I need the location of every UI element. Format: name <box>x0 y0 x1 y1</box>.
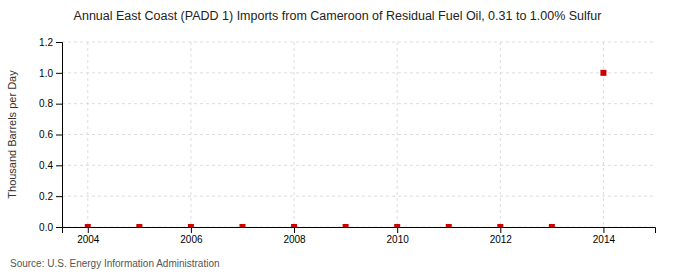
x-tick-label: 2012 <box>490 234 513 245</box>
x-tick-mark <box>397 227 398 233</box>
x-tick-label: 2006 <box>180 234 203 245</box>
grid-line <box>603 42 604 227</box>
y-tick-label: 1.2 <box>39 37 53 48</box>
x-tick-label: 2004 <box>77 234 100 245</box>
x-tick: 2006 <box>180 227 203 245</box>
y-tick-mark <box>56 165 62 166</box>
point <box>343 224 349 227</box>
grid <box>62 42 655 227</box>
source: Source: U.S. Energy Information Administ… <box>10 258 220 269</box>
y-tick-label: 0.6 <box>39 129 53 140</box>
x-tick-label: 2014 <box>593 234 616 245</box>
y-tick-label: 0.4 <box>39 160 53 171</box>
x-tick-mark <box>603 227 604 233</box>
y-tick: 0.4 <box>39 160 62 171</box>
grid-line <box>87 42 88 227</box>
x-tick: 2004 <box>77 227 100 245</box>
points <box>85 70 607 227</box>
grid-line <box>62 72 655 73</box>
x-tick: 2008 <box>283 227 306 245</box>
x-tick: 2012 <box>490 227 513 245</box>
x-tick-label: 2008 <box>283 234 306 245</box>
grid-line <box>190 42 191 227</box>
y-tick-mark <box>56 227 62 228</box>
y-tick: 0.0 <box>39 222 62 233</box>
grid-line <box>62 42 655 43</box>
grid-line <box>62 165 655 166</box>
y-tick: 0.6 <box>39 129 62 140</box>
point <box>549 224 555 227</box>
grid-line <box>62 196 655 197</box>
y-tick-mark <box>56 73 62 74</box>
y-tick-mark <box>56 135 62 136</box>
y-tick-mark <box>56 42 62 43</box>
grid-line <box>397 42 398 227</box>
x-tick-mark <box>191 227 192 233</box>
y-tick: 0.2 <box>39 191 62 202</box>
y-axis: 0.0 0.2 0.4 0.6 0.8 1.0 1.2 <box>39 37 62 233</box>
x-tick-mark <box>500 227 501 233</box>
y-axis-title: Thousand Barrels per Day <box>6 70 18 199</box>
point <box>446 224 452 227</box>
chart: 2004 2006 2008 2010 2012 2014 0.0 0.2 0.4 0.6 0.8 1… <box>0 0 675 275</box>
y-tick: 1.0 <box>39 68 62 79</box>
plot: 2004 2006 2008 2010 2012 2014 0.0 0.2 0.4 0.6 0.8 1… <box>39 37 655 245</box>
x-axis: 2004 2006 2008 2010 2012 2014 <box>63 227 656 245</box>
y-tick-label: 1.0 <box>39 68 53 79</box>
y-tick-label: 0.0 <box>39 222 53 233</box>
point <box>136 224 142 227</box>
y-tick-label: 0.2 <box>39 191 53 202</box>
y-tick-mark <box>56 196 62 197</box>
point <box>239 224 245 227</box>
point <box>188 224 194 227</box>
grid-line <box>62 103 655 104</box>
point <box>600 70 606 76</box>
y-tick: 1.2 <box>39 37 62 48</box>
grid-line <box>500 42 501 227</box>
title: Annual East Coast (PADD 1) Imports from … <box>74 9 602 23</box>
y-axis-line <box>56 43 63 228</box>
y-tick-mark <box>56 104 62 105</box>
x-tick: 2010 <box>387 227 410 245</box>
y-tick: 0.8 <box>39 98 62 109</box>
y-tick-label: 0.8 <box>39 98 53 109</box>
grid-line <box>294 42 295 227</box>
x-tick: 2014 <box>593 227 616 245</box>
x-tick-label: 2010 <box>387 234 410 245</box>
grid-line <box>62 134 655 135</box>
x-tick-mark <box>88 227 89 233</box>
point <box>394 224 400 227</box>
x-tick-mark <box>294 227 295 233</box>
point <box>85 224 91 227</box>
point <box>497 224 503 227</box>
x-axis-line <box>63 228 656 234</box>
point <box>291 224 297 227</box>
